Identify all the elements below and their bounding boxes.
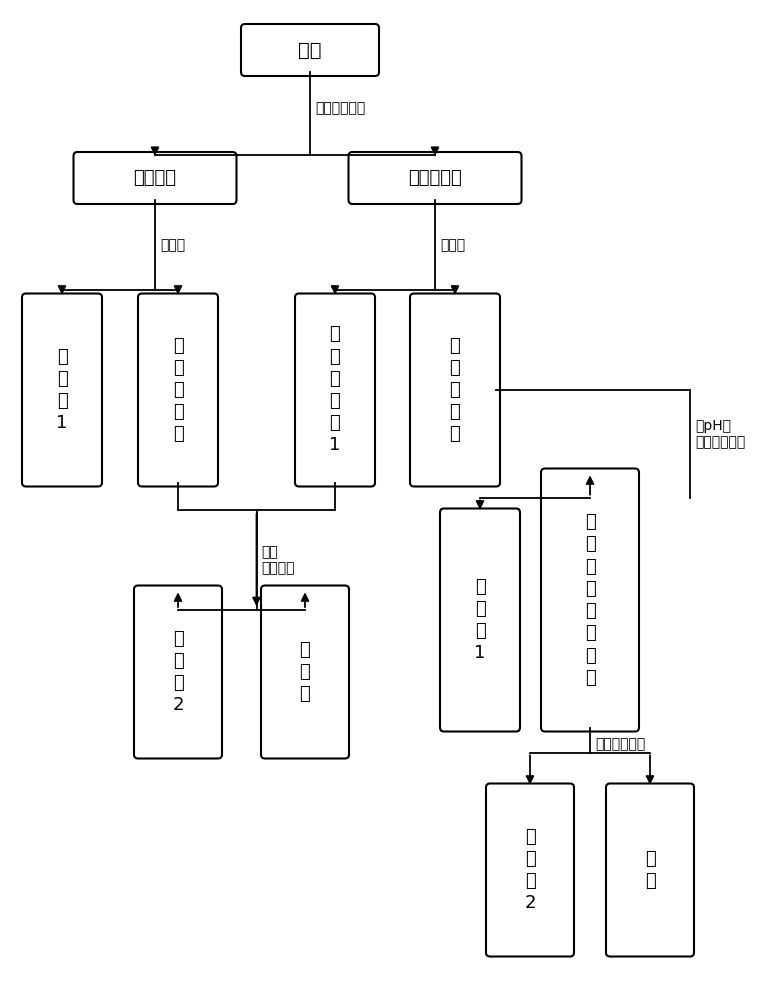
FancyBboxPatch shape: [261, 585, 349, 758]
Text: 调pH值
第一段钒粗选: 调pH值 第一段钒粗选: [695, 419, 745, 449]
Text: 原矿: 原矿: [298, 40, 321, 60]
Text: 碳扫选: 碳扫选: [440, 238, 465, 252]
Text: 碳
扫
选
中
矿: 碳 扫 选 中 矿: [450, 337, 461, 443]
Text: 碳
中
矿: 碳 中 矿: [300, 641, 310, 703]
FancyBboxPatch shape: [134, 585, 222, 758]
Text: 碳精选: 碳精选: [160, 238, 185, 252]
Text: 碳
扫
选
精
矿
1: 碳 扫 选 精 矿 1: [329, 326, 341, 454]
Text: 钒
精
矿
2: 钒 精 矿 2: [524, 828, 536, 912]
Text: 碳
精
矿
1: 碳 精 矿 1: [56, 348, 68, 432]
FancyBboxPatch shape: [541, 468, 639, 732]
Text: 浮选碳粗精矿: 浮选碳粗精矿: [315, 102, 365, 115]
Text: 钒
精
矿
1: 钒 精 矿 1: [475, 578, 486, 662]
Text: 尾
矿: 尾 矿: [644, 850, 655, 890]
FancyBboxPatch shape: [486, 784, 574, 956]
FancyBboxPatch shape: [410, 294, 500, 487]
FancyBboxPatch shape: [349, 152, 522, 204]
Text: 碳
精
矿
2: 碳 精 矿 2: [172, 630, 184, 714]
Text: 碳粗精矿: 碳粗精矿: [134, 169, 177, 187]
Text: 第
一
段
钒
粗
选
中
矿: 第 一 段 钒 粗 选 中 矿: [585, 513, 595, 687]
Text: 破碎
混合扫选: 破碎 混合扫选: [261, 545, 295, 575]
FancyBboxPatch shape: [295, 294, 375, 487]
Text: 第二段钒粗选: 第二段钒粗选: [595, 738, 645, 752]
Text: 碳粗选中矿: 碳粗选中矿: [408, 169, 462, 187]
Text: 碳
精
选
中
矿: 碳 精 选 中 矿: [173, 337, 183, 443]
FancyBboxPatch shape: [74, 152, 236, 204]
FancyBboxPatch shape: [138, 294, 218, 487]
FancyBboxPatch shape: [440, 508, 520, 732]
FancyBboxPatch shape: [241, 24, 379, 76]
FancyBboxPatch shape: [22, 294, 102, 487]
FancyBboxPatch shape: [606, 784, 694, 956]
